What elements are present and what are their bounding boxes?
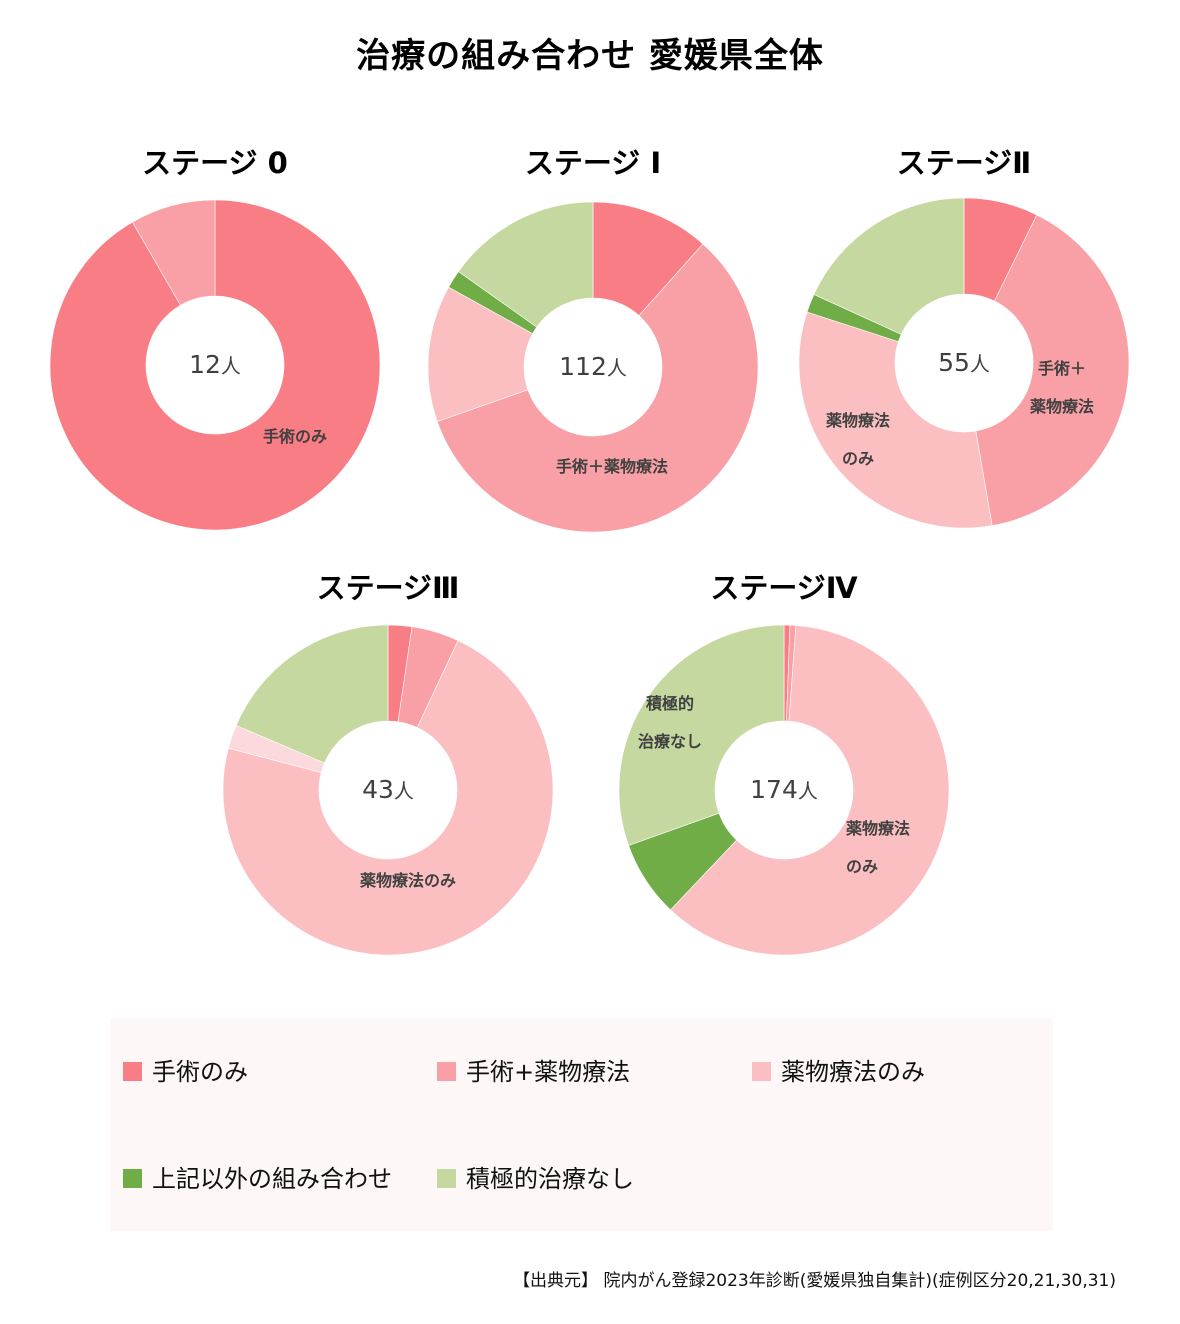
source-note: 【出典元】 院内がん登録2023年診断(愛媛県独自集計)(症例区分20,21,3…	[513, 1271, 1116, 1291]
segment-label-drug-only: 薬物療法のみ	[360, 871, 457, 890]
donut-segment	[798, 311, 993, 529]
total-count: 43人	[362, 775, 414, 804]
legend-swatch	[123, 1169, 142, 1188]
segment-label-drug-only: 薬物療法 のみ	[826, 411, 891, 468]
legend-swatch	[437, 1169, 456, 1188]
chart-title: ステージ I	[524, 146, 662, 180]
chart-main-title: 治療の組み合わせ 愛媛県全体	[356, 36, 824, 76]
chart-title: ステージⅣ	[710, 571, 858, 605]
chart-title: ステージⅢ	[316, 571, 460, 605]
segment-label-surgery-only: 手術のみ	[263, 427, 328, 446]
donut-segment	[618, 624, 785, 846]
donut-segment	[458, 201, 594, 328]
segment-label-surgery-drug: 手術＋ 薬物療法	[1030, 359, 1095, 416]
total-count: 55人	[938, 348, 990, 377]
donut-chart-stage-1: ステージ I 112人 手術＋薬物療法	[413, 140, 773, 560]
donut-segment	[235, 624, 389, 764]
legend-item-other-combination: 上記以外の組み合わせ	[123, 1159, 392, 1194]
legend-swatch	[752, 1062, 771, 1081]
donut-segment	[222, 640, 554, 956]
segment-label-no-treatment: 積極的 治療なし	[638, 694, 703, 751]
total-count: 12人	[189, 350, 241, 379]
donut-chart-stage-2: ステージⅡ 55人 手術＋ 薬物療法 薬物療法 のみ	[784, 140, 1144, 560]
legend: 手術のみ 手術+薬物療法 薬物療法のみ 上記以外の組み合わせ 積極的治療なし	[110, 1018, 1053, 1231]
segment-label-surgery-drug: 手術＋薬物療法	[556, 457, 669, 476]
donut-segment	[49, 199, 381, 531]
donut-segment	[436, 243, 759, 533]
donut-segment	[670, 625, 950, 956]
donut-segment	[132, 199, 216, 306]
donut-segment	[975, 214, 1130, 526]
donut-chart-stage-4: ステージⅣ 174人 積極的 治療なし 薬物療法 のみ	[604, 565, 964, 985]
donut-graphic	[427, 201, 759, 533]
legend-swatch	[123, 1062, 142, 1081]
chart-title: ステージ 0	[142, 146, 288, 180]
donut-graphic	[222, 624, 554, 956]
donut-chart-stage-3: ステージⅢ 43人 薬物療法のみ	[208, 565, 568, 985]
segment-label-drug-only: 薬物療法 のみ	[846, 819, 911, 876]
legend-item-surgery-drug: 手術+薬物療法	[437, 1052, 630, 1087]
legend-item-no-treatment: 積極的治療なし	[437, 1159, 634, 1194]
total-count: 112人	[559, 352, 627, 381]
donut-graphic	[798, 197, 1130, 529]
donut-graphic	[49, 199, 381, 531]
legend-swatch	[437, 1062, 456, 1081]
legend-item-drug-only: 薬物療法のみ	[752, 1052, 925, 1087]
donut-chart-stage-0: ステージ 0 12人 手術のみ	[35, 140, 395, 560]
donut-graphic	[618, 624, 950, 956]
chart-title: ステージⅡ	[896, 146, 1032, 180]
total-count: 174人	[750, 775, 818, 804]
donut-segment	[813, 197, 965, 335]
legend-item-surgery-only: 手術のみ	[123, 1052, 248, 1087]
